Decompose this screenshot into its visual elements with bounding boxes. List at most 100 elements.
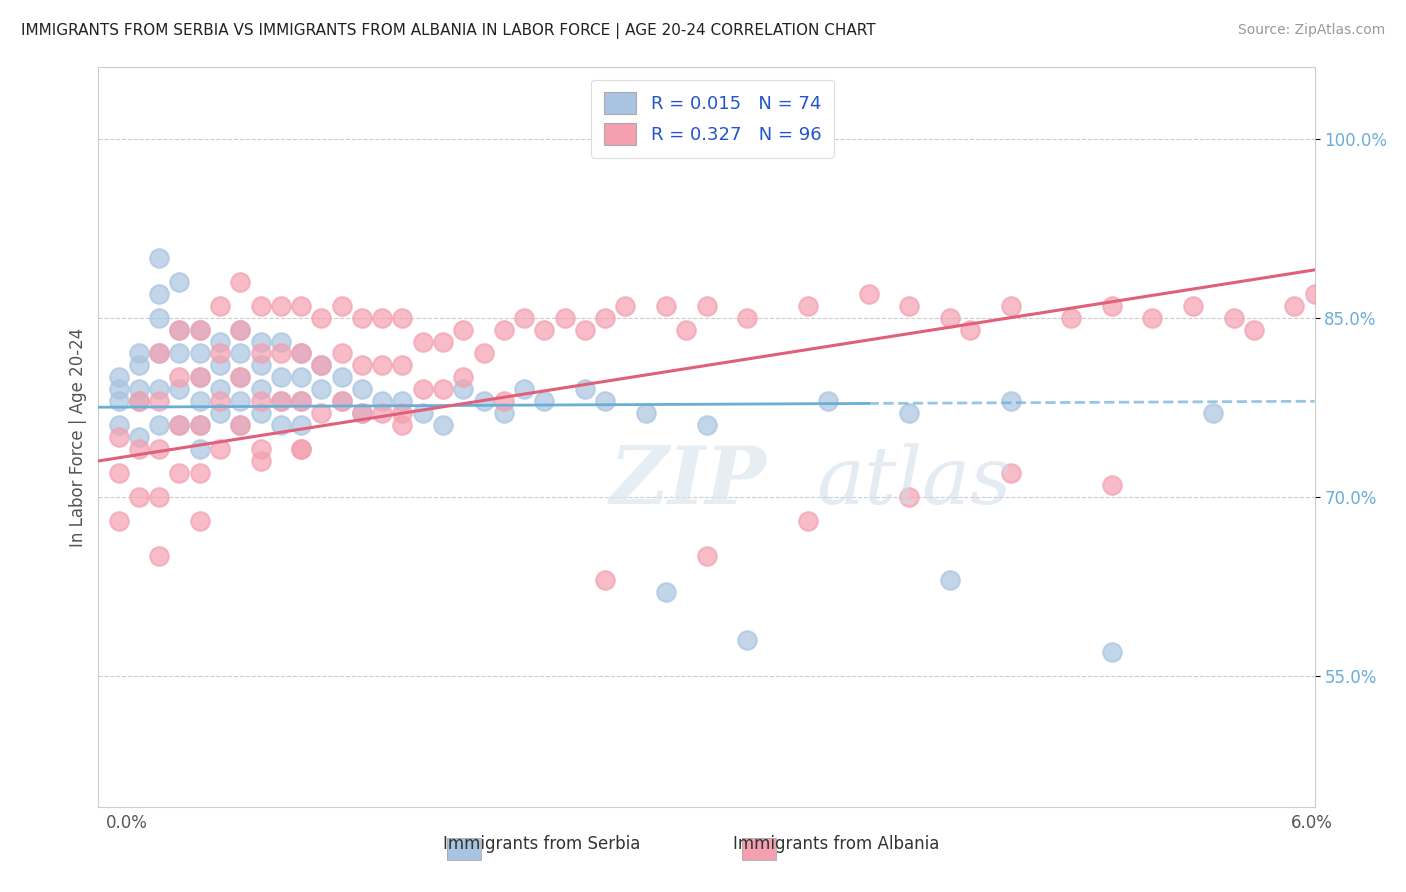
Point [249, 406, 271, 420]
Point [209, 406, 232, 420]
Point [249, 454, 271, 468]
Point [1101, 299, 1123, 313]
Point [169, 370, 191, 384]
Point [311, 406, 333, 420]
Point [492, 406, 515, 420]
Point [1182, 299, 1205, 313]
Point [188, 323, 211, 337]
Point [128, 430, 150, 444]
Point [330, 346, 353, 360]
Point [735, 633, 758, 648]
Point [169, 418, 191, 433]
Point [675, 323, 697, 337]
Point [350, 310, 373, 325]
Point [797, 514, 820, 528]
Point [453, 370, 475, 384]
Point [391, 394, 413, 409]
Point [959, 323, 981, 337]
Point [412, 406, 434, 420]
Y-axis label: In Labor Force | Age 20-24: In Labor Force | Age 20-24 [69, 327, 87, 547]
Point [148, 251, 170, 265]
Point [1303, 286, 1326, 301]
Point [290, 442, 312, 456]
Point [492, 394, 515, 409]
Point [148, 549, 170, 564]
Point [696, 549, 718, 564]
Point [574, 323, 596, 337]
Point [432, 334, 454, 349]
Point [249, 442, 271, 456]
Point [107, 382, 129, 396]
Point [371, 394, 394, 409]
Point [391, 359, 413, 373]
Point [107, 430, 129, 444]
Point [492, 323, 515, 337]
Point [229, 370, 252, 384]
Point [1202, 406, 1225, 420]
Text: atlas: atlas [815, 442, 1011, 520]
Point [249, 382, 271, 396]
Point [128, 490, 150, 504]
Point [655, 585, 678, 599]
Point [614, 299, 637, 313]
Point [188, 346, 211, 360]
Point [169, 275, 191, 289]
Point [432, 418, 454, 433]
Point [898, 406, 921, 420]
Point [229, 418, 252, 433]
Point [229, 323, 252, 337]
Point [249, 394, 271, 409]
Point [412, 382, 434, 396]
Point [350, 406, 373, 420]
Point [858, 286, 880, 301]
Point [107, 370, 129, 384]
Point [513, 382, 536, 396]
Point [1101, 645, 1123, 659]
Point [412, 334, 434, 349]
Point [311, 359, 333, 373]
Point [290, 394, 312, 409]
Point [330, 394, 353, 409]
Point [735, 310, 758, 325]
Point [249, 334, 271, 349]
Point [371, 310, 394, 325]
Point [696, 418, 718, 433]
Point [249, 346, 271, 360]
Point [128, 359, 150, 373]
Text: ZIP: ZIP [609, 442, 766, 520]
Point [1222, 310, 1244, 325]
Point [209, 334, 232, 349]
Point [209, 346, 232, 360]
Point [188, 394, 211, 409]
Point [229, 418, 252, 433]
Point [128, 382, 150, 396]
Point [290, 394, 312, 409]
Point [229, 394, 252, 409]
Text: Immigrants from Albania: Immigrants from Albania [734, 835, 939, 853]
Point [311, 382, 333, 396]
Point [898, 490, 921, 504]
Point [270, 418, 292, 433]
Point [209, 299, 232, 313]
Point [107, 394, 129, 409]
Point [148, 346, 170, 360]
Point [270, 346, 292, 360]
Point [128, 394, 150, 409]
Point [898, 299, 921, 313]
Point [330, 299, 353, 313]
Point [574, 382, 596, 396]
Text: 0.0%: 0.0% [105, 814, 148, 831]
Point [249, 299, 271, 313]
Point [188, 418, 211, 433]
Point [229, 275, 252, 289]
Point [472, 394, 495, 409]
Point [128, 394, 150, 409]
Point [148, 310, 170, 325]
Point [188, 466, 211, 480]
Point [1243, 323, 1265, 337]
Point [432, 382, 454, 396]
Point [209, 394, 232, 409]
Point [209, 382, 232, 396]
Point [148, 418, 170, 433]
Point [290, 346, 312, 360]
